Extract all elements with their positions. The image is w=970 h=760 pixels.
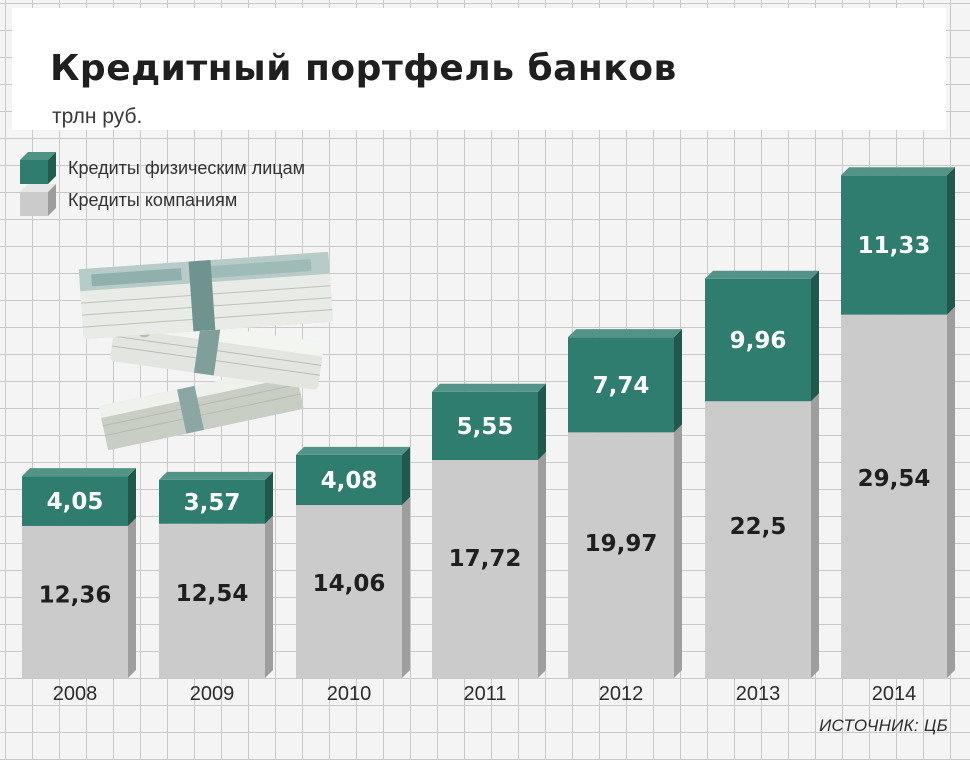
value-label-individuals-2008: 4,05 — [47, 489, 104, 515]
bar-companies-2011 — [432, 460, 538, 678]
x-tick-label-2013: 2013 — [736, 683, 781, 705]
value-label-individuals-2011: 5,55 — [457, 414, 514, 440]
value-label-individuals-2014: 11,33 — [858, 233, 931, 259]
legend-swatch-individuals — [20, 152, 56, 184]
bar-individuals-2011 — [432, 391, 538, 461]
value-label-companies-2014: 29,54 — [858, 466, 931, 492]
bar-individuals-side-2012 — [674, 329, 682, 433]
bar-individuals-top-2009 — [159, 471, 273, 480]
bar-companies-2009 — [159, 523, 265, 678]
bar-companies-2013 — [705, 401, 811, 678]
legend-label-companies: Кредиты компаниям — [68, 190, 238, 210]
bar-companies-2014 — [841, 314, 947, 678]
x-tick-label-2009: 2009 — [190, 683, 235, 705]
bar-companies-2010 — [296, 505, 402, 678]
bar-individuals-side-2010 — [402, 446, 410, 506]
bar-companies-side-2011 — [538, 452, 546, 678]
money-stack-icon — [78, 251, 334, 451]
value-label-companies-2009: 12,54 — [176, 581, 249, 607]
bar-individuals-side-2008 — [128, 468, 136, 526]
bar-individuals-2013 — [705, 278, 811, 402]
bar-individuals-top-2008 — [22, 468, 136, 477]
bar-companies-2008 — [22, 525, 128, 678]
value-label-companies-2008: 12,36 — [39, 582, 112, 608]
bar-individuals-side-2014 — [947, 167, 955, 315]
bar-individuals-2008 — [22, 476, 128, 526]
bar-companies-side-2012 — [674, 424, 682, 678]
bar-individuals-side-2009 — [265, 471, 273, 524]
x-tick-label-2008: 2008 — [53, 683, 98, 705]
bar-individuals-2012 — [568, 337, 674, 433]
bar-group-2012: 19,97 7,74 2012 — [568, 329, 682, 705]
value-label-companies-2013: 22,5 — [730, 514, 787, 540]
value-label-individuals-2010: 4,08 — [321, 468, 378, 494]
bar-group-2008: 12,36 4,05 2008 — [22, 468, 136, 705]
source-note: ИСТОЧНИК: ЦБ — [819, 716, 948, 735]
bar-group-2010: 14,06 4,08 2010 — [296, 446, 410, 705]
legend-label-individuals: Кредиты физическим лицам — [68, 158, 305, 178]
value-label-individuals-2013: 9,96 — [730, 328, 787, 354]
bar-group-2013: 22,5 9,96 2013 — [705, 270, 819, 705]
unit-label: трлн руб. — [52, 105, 143, 128]
bar-group-2014: 29,54 11,33 2014 — [841, 167, 955, 705]
x-tick-label-2012: 2012 — [599, 683, 644, 705]
bar-companies-side-2014 — [947, 306, 955, 678]
bar-individuals-side-2011 — [538, 383, 546, 461]
bar-individuals-2010 — [296, 454, 402, 506]
value-label-individuals-2012: 7,74 — [593, 373, 650, 399]
bar-group-2009: 12,54 3,57 2009 — [159, 471, 273, 705]
title-panel: Кредитный портфель банков трлн руб. — [12, 8, 946, 130]
chart-title: Кредитный портфель банков — [50, 48, 677, 89]
bar-individuals-top-2013 — [705, 270, 819, 279]
value-label-companies-2010: 14,06 — [313, 571, 386, 597]
bar-companies-side-2008 — [128, 517, 136, 678]
bar-companies-2012 — [568, 432, 674, 678]
bar-companies-side-2010 — [402, 497, 410, 678]
x-tick-label-2011: 2011 — [463, 683, 506, 705]
bar-individuals-2014 — [841, 175, 947, 315]
bar-companies-side-2013 — [811, 393, 819, 678]
bar-individuals-top-2010 — [296, 446, 410, 455]
value-label-individuals-2009: 3,57 — [184, 490, 241, 516]
bar-individuals-2009 — [159, 479, 265, 524]
bar-individuals-top-2012 — [568, 329, 682, 338]
bar-individuals-top-2014 — [841, 167, 955, 176]
bar-individuals-top-2011 — [432, 383, 546, 392]
value-label-companies-2012: 19,97 — [585, 531, 658, 557]
value-label-companies-2011: 17,72 — [449, 546, 522, 572]
legend-swatch-companies — [20, 184, 56, 216]
bar-group-2011: 17,72 5,55 2011 — [432, 383, 546, 705]
bar-individuals-side-2013 — [811, 270, 819, 402]
bar-companies-side-2009 — [265, 515, 273, 678]
x-tick-label-2010: 2010 — [327, 683, 372, 705]
x-tick-label-2014: 2014 — [872, 683, 917, 705]
